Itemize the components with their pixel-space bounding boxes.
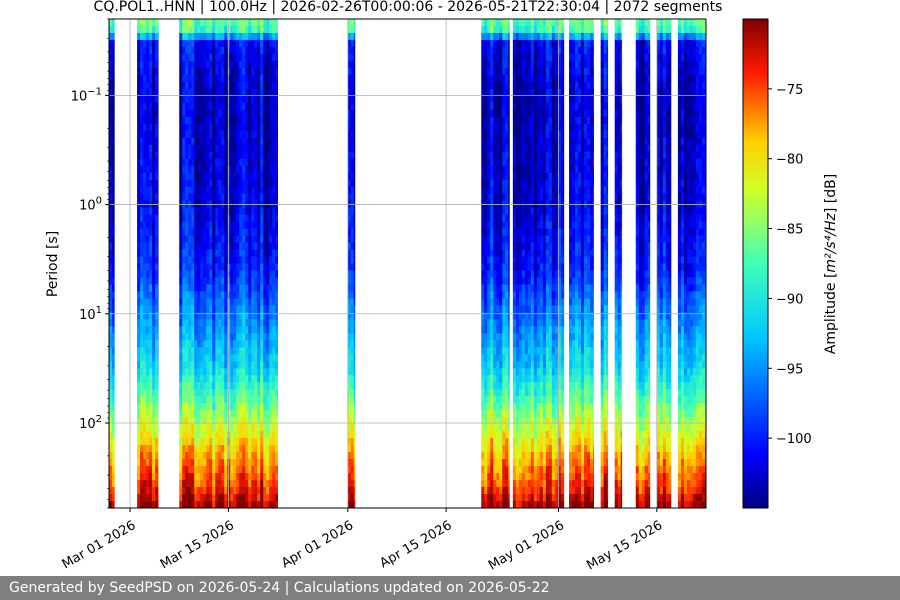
x-tick-label: Mar 15 2026 bbox=[158, 518, 237, 572]
data-segment bbox=[512, 19, 565, 509]
data-segment bbox=[179, 19, 278, 509]
grid-lines bbox=[109, 19, 706, 508]
data-segment bbox=[569, 19, 595, 509]
colorbar-label-prefix: Amplitude [ bbox=[823, 273, 839, 355]
plot-frame bbox=[108, 18, 707, 509]
x-tick-label: Apr 01 2026 bbox=[279, 518, 356, 571]
data-segment bbox=[347, 19, 356, 509]
colorbar-tick-label: −85 bbox=[776, 223, 803, 238]
colorbar bbox=[742, 18, 769, 509]
colorbar-tick-label: −80 bbox=[776, 153, 803, 168]
colorbar-label-units: m²/s⁴/Hz bbox=[823, 212, 839, 272]
data-segment bbox=[635, 19, 651, 509]
data-segment bbox=[137, 19, 159, 509]
colorbar-tick-label: −90 bbox=[776, 292, 803, 307]
colorbar-label: Amplitude [m²/s⁴/Hz] [dB] bbox=[823, 174, 839, 354]
y-tick-label: 10−1 bbox=[71, 86, 102, 104]
data-segment bbox=[600, 19, 609, 509]
colorbar-tick-label: −75 bbox=[776, 83, 803, 98]
x-axis: Mar 01 2026 Mar 15 2026 Apr 01 2026 Apr 15 … bbox=[60, 508, 665, 573]
colorbar-tick-label: −95 bbox=[776, 362, 803, 377]
colorbar-label-suffix: ] [dB] bbox=[823, 174, 839, 213]
data-segment bbox=[614, 19, 623, 509]
y-tick-label: 102 bbox=[79, 414, 102, 432]
x-tick-label: May 01 2026 bbox=[486, 518, 567, 573]
colorbar-ticks: −75 −80 −85 −90 −95 −100 bbox=[768, 83, 812, 447]
x-tick-label: Mar 01 2026 bbox=[60, 518, 139, 572]
y-axis: 10−1 100 101 102 bbox=[71, 18, 109, 509]
x-tick-label: Apr 15 2026 bbox=[377, 518, 454, 571]
footer-text: Generated by SeedPSD on 2026-05-24 | Cal… bbox=[9, 580, 550, 596]
chart-title: CQ.POL1..HNN | 100.0Hz | 2026-02-26T00:0… bbox=[94, 0, 723, 15]
data-segment bbox=[656, 19, 672, 509]
spectrogram-heatmap bbox=[109, 19, 706, 509]
y-tick-label: 101 bbox=[79, 305, 102, 323]
y-tick-label: 100 bbox=[79, 196, 102, 214]
footer-bar: Generated by SeedPSD on 2026-05-24 | Cal… bbox=[0, 576, 900, 600]
x-tick-label: May 15 2026 bbox=[584, 518, 665, 573]
colorbar-tick-label: −100 bbox=[776, 432, 812, 447]
data-segment bbox=[481, 19, 510, 509]
data-segment bbox=[677, 19, 706, 509]
data-segment bbox=[109, 19, 115, 509]
y-axis-label: Period [s] bbox=[45, 231, 61, 297]
